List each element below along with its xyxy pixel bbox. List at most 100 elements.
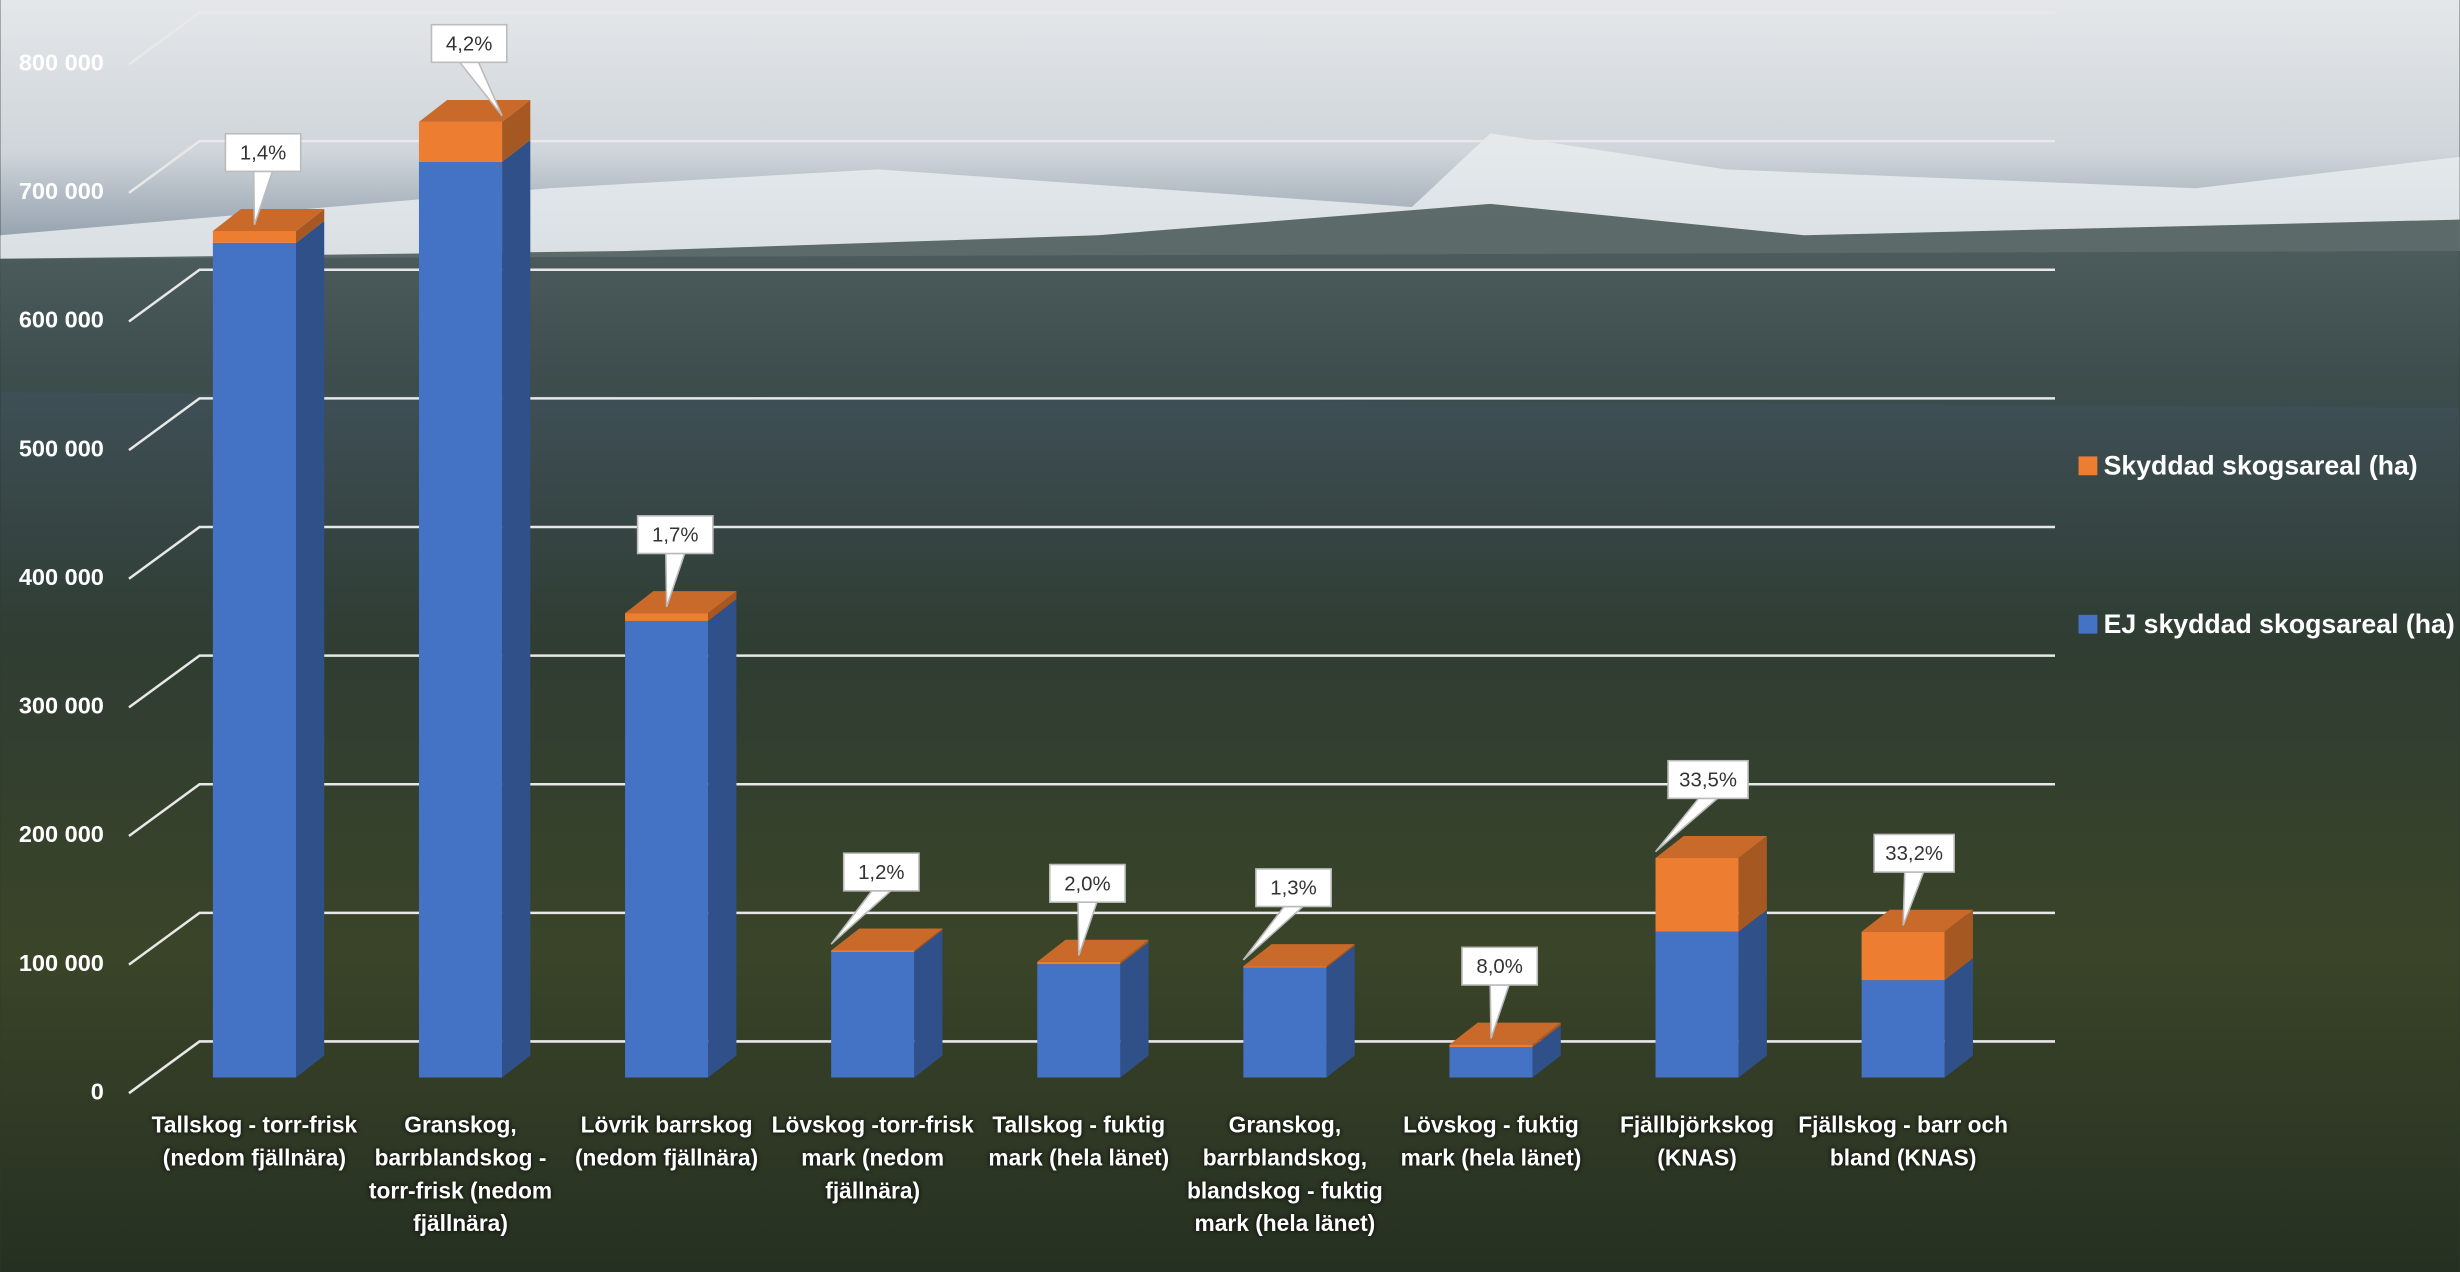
y-tick-label: 100 000 (19, 950, 104, 976)
x-tick-label-box: Tallskog - torr-frisk (nedom fjällnära) (151, 1113, 358, 1172)
grid-line (128, 397, 2055, 452)
x-tick-label-box: Lövskog -torr-frisk mark (nedom fjällnär… (771, 1113, 974, 1205)
bar-side (914, 930, 943, 1078)
grid-line (128, 1040, 2055, 1095)
bar-side (295, 209, 325, 243)
callout-box (430, 23, 508, 64)
bar-side (1532, 1022, 1561, 1048)
x-tick-label: Lövrik barrskog (nedom fjällnära) (574, 1113, 759, 1172)
data-label: 1,4% (240, 143, 286, 165)
data-label: 8,0% (1476, 956, 1522, 978)
bar-side (295, 220, 325, 1078)
x-tick-label-box: Lövrik barrskog (nedom fjällnära) (574, 1113, 759, 1172)
bar-top (1449, 1022, 1561, 1045)
x-tick-label: Fjällskog - barr och bland (KNAS) (1798, 1113, 2009, 1172)
grid-line (128, 782, 2055, 837)
y-tick-label: 800 000 (19, 50, 104, 76)
bar-front (1037, 964, 1121, 1078)
x-tick-label-box: Granskog, barrblandskog - torr-frisk (ne… (368, 1113, 553, 1238)
bar-front (418, 161, 503, 1078)
bar-front (831, 950, 915, 952)
bar-side (708, 591, 737, 621)
bar-top (1243, 944, 1355, 967)
grid-line (128, 525, 2055, 580)
bar-side (1120, 939, 1149, 965)
data-label: 1,3% (1270, 878, 1316, 900)
callout-box (636, 515, 714, 555)
data-label: 1,7% (652, 525, 698, 547)
bar-front (1655, 857, 1739, 932)
callout-box (1049, 863, 1126, 903)
x-tick-label: Tallskog - fuktig mark (hela länet) (988, 1113, 1170, 1172)
bar-side (1120, 942, 1149, 1078)
x-tick-label-box: Tallskog - fuktig mark (hela länet) (988, 1113, 1170, 1172)
bar-side (1326, 944, 1355, 968)
bar-side (502, 99, 531, 162)
bar-side (1738, 909, 1767, 1078)
x-tick-label-box: Lövskog - fuktig mark (hela länet) (1400, 1113, 1582, 1172)
bar-top (418, 99, 531, 122)
ridge (0, 203, 2460, 408)
bar-front (1449, 1047, 1533, 1078)
bar-front (625, 613, 709, 621)
callout-box (1255, 868, 1332, 908)
callout-box (224, 132, 302, 173)
x-tick-label: Fjällbjörkskog (KNAS) (1619, 1113, 1775, 1172)
bar-front (625, 620, 709, 1078)
y-tick-label: 400 000 (19, 564, 104, 590)
legend-label: EJ skyddad skogsareal (ha) (2104, 609, 2455, 639)
bar-side (708, 598, 737, 1078)
y-tick-label: 600 000 (19, 307, 104, 333)
mountains (0, 133, 2460, 259)
x-tick-label: Granskog, barrblandskog - torr-frisk (ne… (368, 1113, 553, 1238)
bar-front (1037, 961, 1121, 965)
y-tick-label: 500 000 (19, 435, 104, 461)
grid-line (128, 268, 2055, 323)
bar-top (1655, 836, 1767, 858)
bar-front (418, 121, 503, 162)
data-label: 1,2% (858, 862, 904, 884)
data-label: 4,2% (446, 33, 492, 55)
grid-line (128, 139, 2055, 194)
grid-line (128, 11, 2055, 66)
y-tick-label: 0 (91, 1078, 104, 1104)
x-tick-label: Lövskog -torr-frisk mark (nedom fjällnär… (771, 1113, 974, 1205)
bar-front (1243, 966, 1327, 968)
bar-side (1944, 909, 1973, 981)
data-label: 33,2% (1885, 843, 1943, 865)
bar-top (212, 209, 325, 231)
bar-front (1861, 980, 1945, 1078)
x-tick-label-box: Granskog, barrblandskog, blandskog - fuk… (1186, 1113, 1383, 1238)
bar-top (831, 928, 943, 951)
legend-swatch (2078, 614, 2098, 634)
x-tick-label: Lövskog - fuktig mark (hela länet) (1400, 1113, 1582, 1172)
x-tick-label: Tallskog - torr-frisk (nedom fjällnära) (151, 1113, 358, 1172)
callout-box (1873, 833, 1955, 873)
x-tick-label-box: Fjällskog - barr och bland (KNAS) (1798, 1113, 2009, 1172)
bar-top (1861, 909, 1973, 932)
bar-side (1944, 958, 1973, 1078)
bar-side (1532, 1025, 1561, 1078)
callout-box (842, 852, 920, 892)
grid-line (128, 911, 2055, 966)
y-tick-label: 300 000 (19, 693, 104, 719)
bar-front (1449, 1044, 1533, 1048)
bar-side (914, 928, 943, 952)
bar-front (1243, 967, 1327, 1078)
callout-box (1461, 946, 1539, 986)
legend-label: Skyddad skogsareal (ha) (2104, 450, 2418, 480)
bar-front (831, 951, 915, 1078)
callout-box (1667, 759, 1749, 800)
legend-swatch (2078, 456, 2098, 476)
bar-side (1326, 945, 1355, 1078)
y-tick-label: 200 000 (19, 821, 104, 847)
bar-top (625, 591, 737, 614)
bar-front (212, 242, 296, 1078)
data-label: 33,5% (1679, 770, 1737, 792)
bar-front (1655, 931, 1739, 1078)
bar-top (1037, 939, 1149, 962)
x-tick-label: Granskog, barrblandskog, blandskog - fuk… (1186, 1113, 1383, 1238)
bar-front (212, 230, 296, 243)
